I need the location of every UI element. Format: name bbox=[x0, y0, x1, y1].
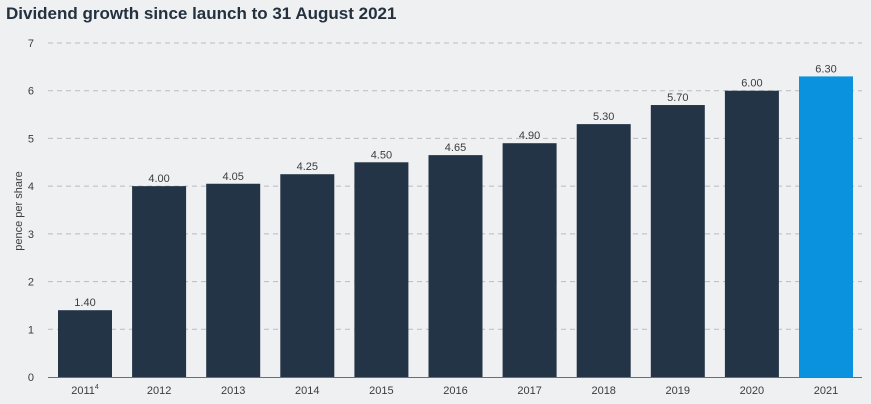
x-label-2014: 2014 bbox=[295, 385, 319, 397]
y-axis-ticks: 0 1 2 3 4 5 6 7 bbox=[28, 38, 34, 384]
bar-2016 bbox=[428, 155, 483, 377]
y-axis-title: pence per share bbox=[13, 171, 25, 251]
y-tick-label: 2 bbox=[28, 277, 34, 289]
x-label-2012: 2012 bbox=[147, 385, 171, 397]
data-label-2016: 4.65 bbox=[445, 142, 466, 154]
bar-2019 bbox=[650, 105, 705, 378]
data-labels: 1.40 4.00 4.05 4.25 4.50 4.65 4.90 5.30 5.70 6.00… bbox=[74, 63, 836, 309]
x-label-2019: 2019 bbox=[666, 385, 690, 397]
x-axis-labels: 20114 2012 2013 2014 2015 2016 2017 2018 2019 202… bbox=[71, 384, 838, 397]
bar-2018 bbox=[576, 124, 631, 377]
y-tick-label: 4 bbox=[28, 181, 34, 193]
x-label-2011: 20114 bbox=[71, 384, 99, 397]
x-label-2021: 2021 bbox=[814, 385, 838, 397]
data-label-2020: 6.00 bbox=[741, 78, 762, 90]
data-label-2015: 4.50 bbox=[371, 149, 392, 161]
bar-2015 bbox=[354, 162, 409, 377]
bar-2013 bbox=[206, 183, 261, 377]
bar-2017 bbox=[502, 143, 557, 377]
data-label-2017: 4.90 bbox=[519, 130, 540, 142]
y-tick-label: 1 bbox=[28, 324, 34, 336]
y-tick-label: 3 bbox=[28, 229, 34, 241]
x-label-2013: 2013 bbox=[221, 385, 245, 397]
data-label-2013: 4.05 bbox=[222, 171, 243, 183]
data-label-2019: 5.70 bbox=[667, 92, 688, 104]
data-label-2021: 6.30 bbox=[815, 63, 836, 75]
bar-2020 bbox=[724, 90, 779, 377]
x-label-2018: 2018 bbox=[591, 385, 615, 397]
x-label-2016: 2016 bbox=[443, 385, 467, 397]
x-label-2015: 2015 bbox=[369, 385, 393, 397]
chart-title: Dividend growth since launch to 31 Augus… bbox=[6, 4, 397, 23]
data-label-2012: 4.00 bbox=[148, 173, 169, 185]
x-label-2020: 2020 bbox=[740, 385, 764, 397]
bar-2011 bbox=[58, 310, 112, 377]
data-label-2018: 5.30 bbox=[593, 111, 614, 123]
data-label-2014: 4.25 bbox=[297, 161, 318, 173]
bar-2021 bbox=[799, 76, 853, 378]
x-label-2017: 2017 bbox=[517, 385, 541, 397]
y-tick-label: 6 bbox=[28, 86, 34, 98]
x-label-footnote-marker: 4 bbox=[95, 384, 99, 391]
y-tick-label: 0 bbox=[28, 372, 34, 384]
bar-2012 bbox=[132, 186, 187, 377]
bars bbox=[58, 76, 853, 378]
bar-2014 bbox=[280, 174, 335, 377]
data-label-2011: 1.40 bbox=[74, 297, 95, 309]
y-tick-label: 7 bbox=[28, 38, 34, 50]
y-tick-label: 5 bbox=[28, 133, 34, 145]
